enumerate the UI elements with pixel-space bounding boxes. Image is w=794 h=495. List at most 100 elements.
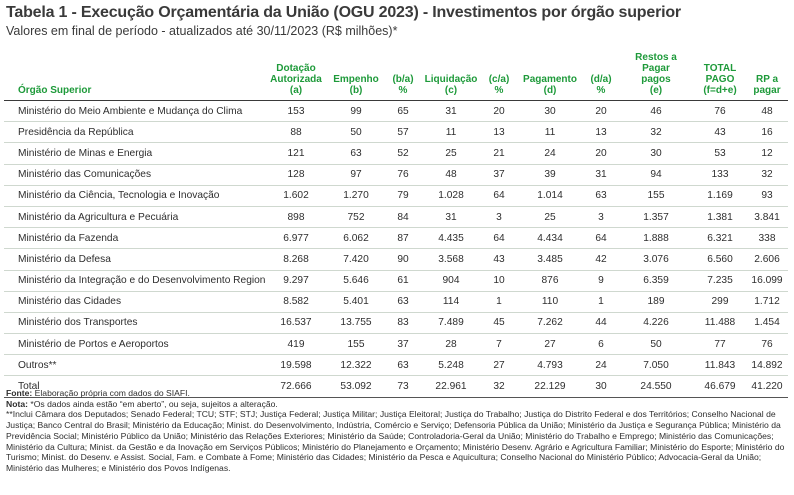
value-cell-f: 43	[694, 121, 746, 144]
header-pagamento: Pagamento (d)	[516, 52, 584, 101]
org-name-cell: Ministério da Integração e do Desenvolvi…	[4, 270, 266, 292]
value-cell-e: 7.050	[618, 354, 694, 377]
header-org: Órgão Superior	[4, 52, 266, 101]
value-cell-c: 4.435	[420, 227, 482, 250]
value-cell-ba: 73	[386, 375, 420, 398]
value-cell-rp: 1.454	[746, 312, 788, 335]
org-name-cell: Ministério da Fazenda	[4, 227, 266, 250]
value-cell-d: 110	[516, 291, 584, 313]
value-cell-b: 5.401	[326, 291, 386, 313]
value-cell-d: 11	[516, 121, 584, 144]
value-cell-a: 898	[266, 206, 326, 229]
table-footer: Fonte: Elaboração própria com dados do S…	[6, 388, 788, 474]
table-row: Ministério da Integração e do Desenvolvi…	[4, 270, 788, 292]
header-da: (d/a)%	[584, 52, 618, 101]
value-cell-c: 48	[420, 164, 482, 186]
value-cell-ba: 37	[386, 333, 420, 356]
value-cell-da: 13	[584, 121, 618, 144]
org-name-cell: Ministério de Minas e Energia	[4, 142, 266, 165]
value-cell-b: 99	[326, 100, 386, 123]
value-cell-c: 11	[420, 121, 482, 144]
value-cell-c: 31	[420, 100, 482, 123]
value-cell-a: 8.582	[266, 291, 326, 313]
org-name-cell: Ministério do Meio Ambiente e Mudança do…	[4, 100, 266, 123]
footer-others-note: **Inclui Câmara dos Deputados; Senado Fe…	[6, 409, 785, 473]
value-cell-d: 30	[516, 100, 584, 123]
value-cell-ca: 1	[482, 291, 516, 313]
table-row: Ministério da Fazenda 6.977 6.062 87 4.435 64…	[4, 227, 788, 250]
value-cell-f: 46.679	[694, 375, 746, 398]
value-cell-ca: 10	[482, 270, 516, 292]
value-cell-f: 76	[694, 100, 746, 123]
value-cell-b: 97	[326, 164, 386, 186]
value-cell-ba: 63	[386, 354, 420, 377]
value-cell-ba: 61	[386, 270, 420, 292]
value-cell-a: 1.602	[266, 185, 326, 207]
value-cell-a: 153	[266, 100, 326, 123]
org-name-cell: Ministério das Cidades	[4, 291, 266, 313]
value-cell-da: 64	[584, 227, 618, 250]
value-cell-e: 4.226	[618, 312, 694, 335]
table-header-row: Órgão Superior Dotação Autorizada (a) Empe…	[4, 52, 788, 101]
value-cell-e: 32	[618, 121, 694, 144]
budget-table: Órgão Superior Dotação Autorizada (a) Empe…	[4, 52, 788, 398]
value-cell-e: 24.550	[618, 375, 694, 398]
value-cell-e: 3.076	[618, 248, 694, 271]
value-cell-ca: 7	[482, 333, 516, 356]
footer-note: Nota: *Os dados ainda estão “em aberto”,…	[6, 398, 278, 409]
value-cell-d: 1.014	[516, 185, 584, 207]
value-cell-a: 419	[266, 333, 326, 356]
value-cell-f: 133	[694, 164, 746, 186]
value-cell-rp: 3.841	[746, 206, 788, 229]
value-cell-e: 1.888	[618, 227, 694, 250]
footer-source: Fonte: Elaboração própria com dados do S…	[6, 388, 190, 398]
value-cell-f: 11.488	[694, 312, 746, 335]
value-cell-ca: 13	[482, 121, 516, 144]
value-cell-rp: 48	[746, 100, 788, 123]
header-restos: Restos a Pagar pagos (e)	[618, 52, 694, 101]
value-cell-b: 13.755	[326, 312, 386, 335]
value-cell-ca: 32	[482, 375, 516, 398]
org-name-cell: Outros**	[4, 354, 266, 377]
value-cell-rp: 41.220	[746, 375, 788, 398]
value-cell-c: 114	[420, 291, 482, 313]
value-cell-da: 6	[584, 333, 618, 356]
value-cell-f: 1.169	[694, 185, 746, 207]
value-cell-da: 20	[584, 142, 618, 165]
value-cell-ca: 37	[482, 164, 516, 186]
value-cell-a: 16.537	[266, 312, 326, 335]
value-cell-c: 28	[420, 333, 482, 356]
value-cell-da: 31	[584, 164, 618, 186]
value-cell-ba: 76	[386, 164, 420, 186]
header-empenho: Empenho (b)	[326, 52, 386, 101]
table-row: Ministério dos Transportes 16.537 13.755 83…	[4, 312, 788, 335]
value-cell-ca: 20	[482, 100, 516, 123]
value-cell-rp: 16	[746, 121, 788, 144]
table-subtitle: Valores em final de período - atualizado…	[6, 24, 398, 38]
table-title: Tabela 1 - Execução Orçamentária da Uniã…	[6, 4, 681, 21]
header-ca: (c/a)%	[482, 52, 516, 101]
value-cell-e: 6.359	[618, 270, 694, 292]
value-cell-e: 189	[618, 291, 694, 313]
value-cell-f: 299	[694, 291, 746, 313]
value-cell-a: 121	[266, 142, 326, 165]
value-cell-a: 8.268	[266, 248, 326, 271]
header-dotacao: Dotação Autorizada (a)	[266, 52, 326, 101]
org-name-cell: Ministério da Ciência, Tecnologia e Inov…	[4, 185, 266, 207]
value-cell-a: 88	[266, 121, 326, 144]
value-cell-ca: 64	[482, 227, 516, 250]
org-name-cell: Ministério de Portos e Aeroportos	[4, 333, 266, 356]
value-cell-ba: 65	[386, 100, 420, 123]
value-cell-f: 7.235	[694, 270, 746, 292]
value-cell-ca: 21	[482, 142, 516, 165]
value-cell-ca: 45	[482, 312, 516, 335]
value-cell-d: 3.485	[516, 248, 584, 271]
value-cell-ca: 3	[482, 206, 516, 229]
value-cell-b: 63	[326, 142, 386, 165]
value-cell-e: 1.357	[618, 206, 694, 229]
value-cell-b: 53.092	[326, 375, 386, 398]
table-total-row: Total 72.666 53.092 73 22.961 32 22.129 30 24.55…	[4, 375, 788, 398]
value-cell-e: 94	[618, 164, 694, 186]
value-cell-b: 155	[326, 333, 386, 356]
value-cell-ba: 84	[386, 206, 420, 229]
